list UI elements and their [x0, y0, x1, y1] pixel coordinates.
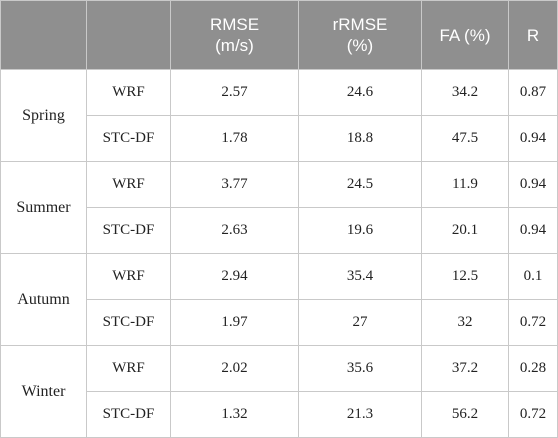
r-cell: 0.94 — [508, 207, 558, 254]
r-cell: 0.94 — [508, 161, 558, 208]
header-season — [0, 0, 87, 70]
fa-cell: 12.5 — [421, 253, 509, 300]
fa-cell: 37.2 — [421, 345, 509, 392]
table-row: Summer WRF 3.77 24.5 11.9 0.94 — [0, 161, 558, 254]
table-row: Winter WRF 2.02 35.6 37.2 0.28 — [0, 345, 558, 438]
model-cell: WRF — [86, 253, 171, 300]
r-cell: 0.72 — [508, 299, 558, 346]
r-cell: 0.28 — [508, 345, 558, 392]
header-rmse-line2: (m/s) — [215, 36, 254, 55]
header-r: R — [508, 0, 558, 70]
season-cell: Winter — [0, 345, 87, 438]
fa-cell: 32 — [421, 299, 509, 346]
model-cell: STC-DF — [86, 299, 171, 346]
model-cell: WRF — [86, 69, 171, 116]
model-cell: STC-DF — [86, 207, 171, 254]
rmse-cell: 2.02 — [170, 345, 299, 392]
model-cell: STC-DF — [86, 391, 171, 438]
season-cell: Spring — [0, 69, 87, 162]
rrmse-cell: 35.4 — [298, 253, 422, 300]
table-body: Spring WRF 2.57 24.6 34.2 0.87 STC-DF 1.… — [0, 69, 558, 438]
rrmse-cell: 35.6 — [298, 345, 422, 392]
rmse-cell: 3.77 — [170, 161, 299, 208]
rmse-cell: 1.32 — [170, 391, 299, 438]
rrmse-cell: 24.6 — [298, 69, 422, 116]
rmse-cell: 1.78 — [170, 115, 299, 162]
r-cell: 0.72 — [508, 391, 558, 438]
table-row: Autumn WRF 2.94 35.4 12.5 0.1 — [0, 253, 558, 346]
r-cell: 0.1 — [508, 253, 558, 300]
header-row: RMSE (m/s) rRMSE (%) FA (%) R — [0, 0, 558, 70]
header-rrmse-line1: rRMSE — [332, 15, 388, 34]
header-fa: FA (%) — [421, 0, 509, 70]
rrmse-cell: 18.8 — [298, 115, 422, 162]
season-cell: Summer — [0, 161, 87, 254]
header-rmse: RMSE (m/s) — [170, 0, 299, 70]
rmse-cell: 2.57 — [170, 69, 299, 116]
header-model — [86, 0, 171, 70]
r-cell: 0.87 — [508, 69, 558, 116]
rmse-cell: 1.97 — [170, 299, 299, 346]
fa-cell: 11.9 — [421, 161, 509, 208]
rrmse-cell: 27 — [298, 299, 422, 346]
table-header: RMSE (m/s) rRMSE (%) FA (%) R — [0, 0, 558, 70]
table-row: STC-DF 2.63 19.6 20.1 0.94 — [1, 207, 558, 254]
table-row: STC-DF 1.78 18.8 47.5 0.94 — [1, 115, 558, 162]
r-cell: 0.94 — [508, 115, 558, 162]
fa-cell: 47.5 — [421, 115, 509, 162]
table-row: STC-DF 1.32 21.3 56.2 0.72 — [1, 391, 558, 438]
rrmse-cell: 24.5 — [298, 161, 422, 208]
rmse-cell: 2.63 — [170, 207, 299, 254]
rrmse-cell: 19.6 — [298, 207, 422, 254]
table-row: STC-DF 1.97 27 32 0.72 — [1, 299, 558, 346]
table-row: Spring WRF 2.57 24.6 34.2 0.87 — [0, 69, 558, 162]
model-cell: STC-DF — [86, 115, 171, 162]
header-rrmse-line2: (%) — [346, 36, 374, 55]
model-cell: WRF — [86, 345, 171, 392]
header-rmse-line1: RMSE — [209, 15, 260, 34]
fa-cell: 56.2 — [421, 391, 509, 438]
fa-cell: 20.1 — [421, 207, 509, 254]
model-cell: WRF — [86, 161, 171, 208]
rrmse-cell: 21.3 — [298, 391, 422, 438]
header-rrmse: rRMSE (%) — [298, 0, 422, 70]
rmse-cell: 2.94 — [170, 253, 299, 300]
fa-cell: 34.2 — [421, 69, 509, 116]
season-cell: Autumn — [0, 253, 87, 346]
